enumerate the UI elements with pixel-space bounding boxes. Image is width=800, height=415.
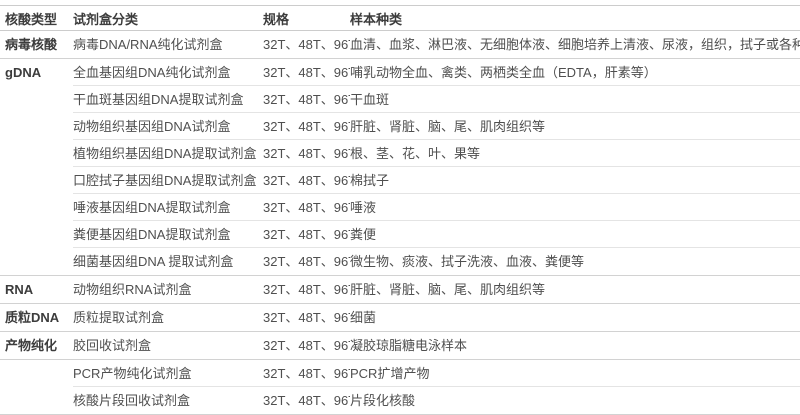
cell-spec: 32T、48T、96T <box>263 140 350 167</box>
cell-spec: 32T、48T、96T <box>263 59 350 86</box>
cell-category: 病毒核酸 <box>5 37 58 52</box>
column-header-kit-category: 试剂盒分类 <box>73 12 139 27</box>
cell-spec: 32T、48T、96T <box>263 360 350 387</box>
cell-kit-name: 胶回收试剂盒 <box>73 338 152 353</box>
cell-category <box>0 140 73 167</box>
table-row: 粪便基因组DNA提取试剂盒 32T、48T、96T 粪便 <box>0 221 800 248</box>
cell-kit-name: 全血基因组DNA纯化试剂盒 <box>73 59 263 86</box>
table-row: 质粒DNA 质粒提取试剂盒 32T、48T、96T 细菌 <box>0 304 800 332</box>
cell-category: gDNA <box>5 65 42 80</box>
cell-spec: 32T、48T、96T <box>263 310 350 325</box>
cell-kit-name: 植物组织基因组DNA提取试剂盒 <box>73 140 263 167</box>
cell-samples: 根、茎、花、叶、果等 <box>350 140 800 167</box>
cell-samples: 凝胶琼脂糖电泳样本 <box>350 338 468 353</box>
cell-spec: 32T、48T、96T <box>263 393 350 408</box>
cell-category: 质粒DNA <box>5 310 60 325</box>
column-header-spec: 规格 <box>263 12 290 27</box>
cell-kit-name: 粪便基因组DNA提取试剂盒 <box>73 221 263 248</box>
cell-category <box>0 113 73 140</box>
table-row: 细菌基因组DNA 提取试剂盒 32T、48T、96T 微生物、痰液、拭子洗液、血… <box>0 248 800 276</box>
table-row: gDNA 全血基因组DNA纯化试剂盒 32T、48T、96T 哺乳动物全血、禽类… <box>0 59 800 86</box>
table-row: 口腔拭子基因组DNA提取试剂盒 32T、48T、96T 棉拭子 <box>0 167 800 194</box>
table-row: 干血斑基因组DNA提取试剂盒 32T、48T、96T 干血斑 <box>0 86 800 113</box>
cell-kit-name: 病毒DNA/RNA纯化试剂盒 <box>73 37 223 52</box>
table-row: 唾液基因组DNA提取试剂盒 32T、48T、96T 唾液 <box>0 194 800 221</box>
table-row: RNA 动物组织RNA试剂盒 32T、48T、96T 肝脏、肾脏、脑、尾、肌肉组… <box>0 276 800 304</box>
cell-category: 产物纯化 <box>5 338 58 353</box>
reagent-kit-table: 核酸类型 试剂盒分类 规格 样本种类 病毒核酸 病毒DNA/RNA纯化试剂盒 3… <box>0 5 800 415</box>
cell-kit-name: 细菌基因组DNA 提取试剂盒 <box>73 254 234 269</box>
cell-spec: 32T、48T、96T <box>263 86 350 113</box>
cell-samples: 哺乳动物全血、禽类、两栖类全血（EDTA，肝素等） <box>350 59 800 86</box>
cell-category <box>0 387 73 414</box>
cell-kit-name: 唾液基因组DNA提取试剂盒 <box>73 194 263 221</box>
cell-samples: 肝脏、肾脏、脑、尾、肌肉组织等 <box>350 282 546 297</box>
cell-samples: 粪便 <box>350 221 800 248</box>
column-header-nucleic-acid-type: 核酸类型 <box>5 12 58 27</box>
cell-kit-name: 动物组织基因组DNA试剂盒 <box>73 113 263 140</box>
cell-samples: 细菌 <box>350 310 377 325</box>
cell-kit-name: 口腔拭子基因组DNA提取试剂盒 <box>73 167 263 194</box>
cell-spec: 32T、48T、96T <box>263 167 350 194</box>
table-body: 病毒核酸 病毒DNA/RNA纯化试剂盒 32T、48T、96T 血清、血浆、淋巴… <box>0 31 800 415</box>
table-row: 产物纯化 胶回收试剂盒 32T、48T、96T 凝胶琼脂糖电泳样本 <box>0 332 800 360</box>
cell-kit-name: PCR产物纯化试剂盒 <box>73 360 263 387</box>
cell-kit-name: 质粒提取试剂盒 <box>73 310 165 325</box>
column-header-sample-type: 样本种类 <box>350 12 403 27</box>
cell-samples: 肝脏、肾脏、脑、尾、肌肉组织等 <box>350 113 800 140</box>
cell-samples: 片段化核酸 <box>350 393 416 408</box>
cell-spec: 32T、48T、96T <box>263 194 350 221</box>
table-row: 核酸片段回收试剂盒 32T、48T、96T 片段化核酸 <box>0 387 800 415</box>
cell-spec: 32T、48T、96T <box>263 37 350 52</box>
cell-samples: 干血斑 <box>350 86 800 113</box>
cell-samples: 血清、血浆、淋巴液、无细胞体液、细胞培养上清液、尿液，组织，拭子或各种病毒保存液 <box>350 37 800 52</box>
cell-kit-name: 动物组织RNA试剂盒 <box>73 282 192 297</box>
table-row: 动物组织基因组DNA试剂盒 32T、48T、96T 肝脏、肾脏、脑、尾、肌肉组织… <box>0 113 800 140</box>
cell-category <box>0 360 73 387</box>
cell-category <box>0 167 73 194</box>
cell-spec: 32T、48T、96T <box>263 338 350 353</box>
table-row: PCR产物纯化试剂盒 32T、48T、96T PCR扩增产物 <box>0 360 800 387</box>
cell-category <box>0 221 73 248</box>
cell-category <box>0 248 73 275</box>
cell-category: RNA <box>5 282 34 297</box>
cell-spec: 32T、48T、96T <box>263 282 350 297</box>
cell-samples: 唾液 <box>350 194 800 221</box>
cell-spec: 32T、48T、96T <box>263 113 350 140</box>
cell-samples: PCR扩增产物 <box>350 360 800 387</box>
table-row: 病毒核酸 病毒DNA/RNA纯化试剂盒 32T、48T、96T 血清、血浆、淋巴… <box>0 31 800 59</box>
cell-spec: 32T、48T、96T <box>263 254 350 269</box>
cell-spec: 32T、48T、96T <box>263 221 350 248</box>
cell-samples: 棉拭子 <box>350 167 800 194</box>
cell-kit-name: 核酸片段回收试剂盒 <box>73 393 191 408</box>
table-header-row: 核酸类型 试剂盒分类 规格 样本种类 <box>0 6 800 31</box>
cell-kit-name: 干血斑基因组DNA提取试剂盒 <box>73 86 263 113</box>
cell-category <box>0 194 73 221</box>
cell-samples: 微生物、痰液、拭子洗液、血液、粪便等 <box>350 254 585 269</box>
table-row: 植物组织基因组DNA提取试剂盒 32T、48T、96T 根、茎、花、叶、果等 <box>0 140 800 167</box>
cell-category <box>0 86 73 113</box>
